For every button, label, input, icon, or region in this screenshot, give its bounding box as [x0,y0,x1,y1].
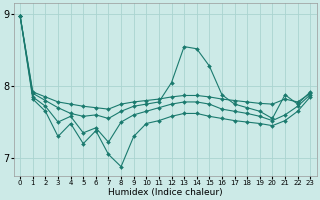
X-axis label: Humidex (Indice chaleur): Humidex (Indice chaleur) [108,188,222,197]
